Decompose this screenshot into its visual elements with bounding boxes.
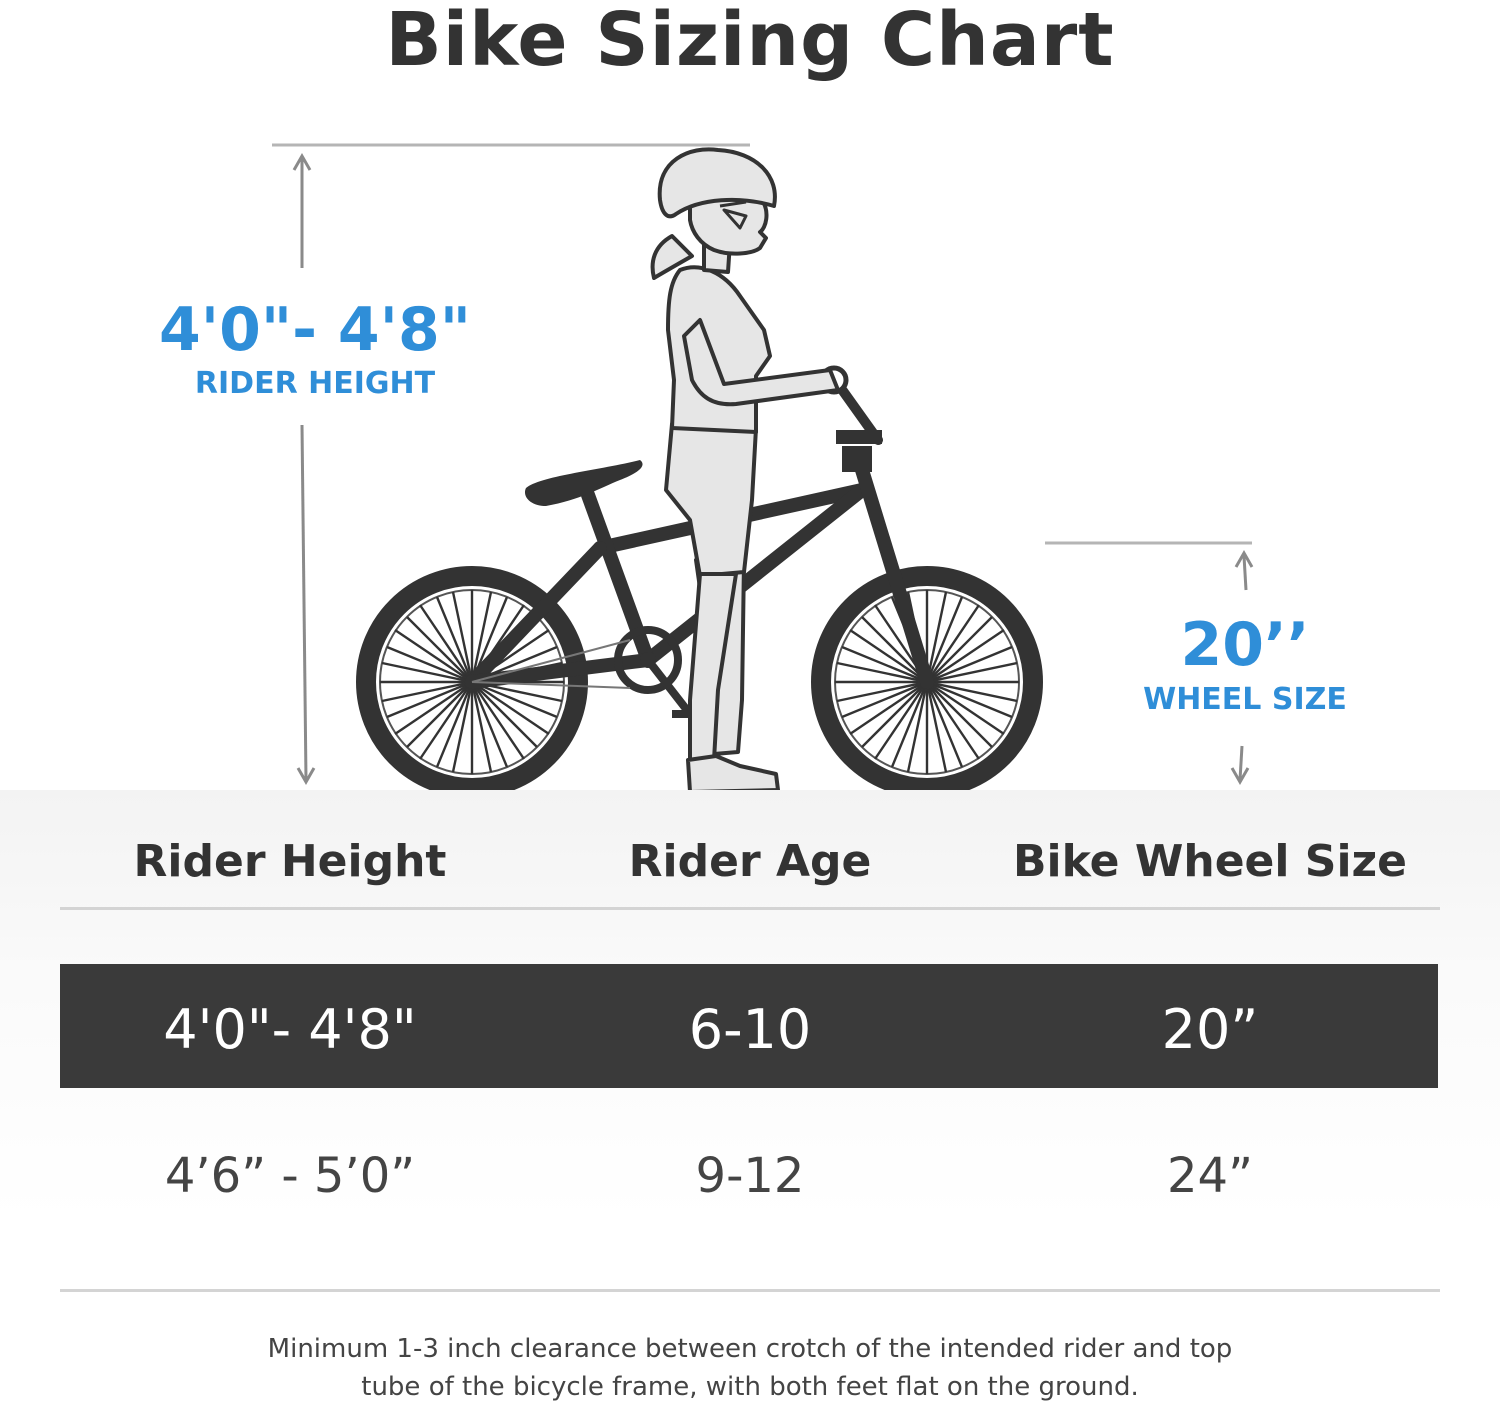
wheel-size-arrow-icon — [1045, 541, 1254, 786]
wheel-size-label: WHEEL SIZE — [1143, 682, 1347, 717]
height-arrow-icon — [272, 143, 750, 786]
row1-height: 4'0"- 4'8" — [163, 998, 417, 1061]
footnote-line-2: tube of the bicycle frame, with both fee… — [361, 1372, 1139, 1402]
row1-wheel: 20” — [1161, 998, 1259, 1061]
sizing-table — [0, 790, 1500, 1406]
rider-height-value: 4'0"- 4'8" — [158, 295, 472, 365]
row2-age: 9-12 — [695, 1148, 805, 1204]
footnote-line-1: Minimum 1-3 inch clearance between crotc… — [267, 1334, 1233, 1364]
table-bottom-divider — [60, 1289, 1440, 1292]
rider-height-label: RIDER HEIGHT — [194, 366, 436, 401]
table-row-highlighted — [60, 964, 1438, 1088]
header-wheel-size: Bike Wheel Size — [1012, 836, 1408, 887]
wheel-size-value: 20’’ — [1180, 610, 1310, 680]
header-rider-height: Rider Height — [133, 836, 447, 887]
header-divider — [60, 907, 1440, 910]
illustration — [272, 143, 1254, 798]
row2-height: 4’6” - 5’0” — [164, 1148, 416, 1204]
header-rider-age: Rider Age — [628, 836, 872, 887]
page-title: Bike Sizing Chart — [385, 0, 1115, 83]
row1-age: 6-10 — [688, 998, 812, 1061]
footnote: Minimum 1-3 inch clearance between crotc… — [250, 1330, 1250, 1406]
rider-figure-icon — [650, 147, 840, 794]
row2-wheel: 24” — [1167, 1148, 1253, 1204]
